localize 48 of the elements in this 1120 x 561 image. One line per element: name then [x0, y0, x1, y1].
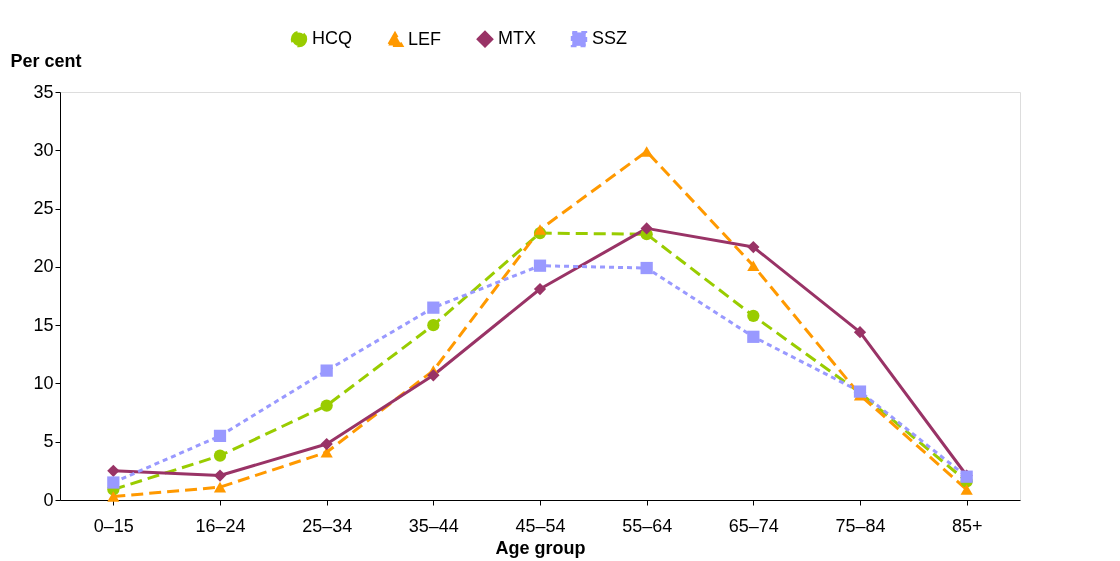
y-tick-label: 15 [33, 314, 54, 335]
point [640, 261, 653, 275]
point [320, 399, 333, 412]
point [427, 319, 440, 332]
x-tick-label: 65–74 [728, 515, 779, 536]
point [213, 449, 227, 462]
point [533, 259, 547, 272]
point [107, 491, 120, 502]
y-tick-label: 5 [43, 431, 54, 452]
point [747, 309, 760, 322]
point [533, 282, 547, 296]
legend-label: MTX [498, 28, 536, 49]
point [640, 222, 653, 235]
x-tick-label: 55–64 [622, 515, 673, 536]
x-tick-label: 35–44 [408, 515, 459, 536]
y-tick-label: 20 [33, 256, 54, 277]
legend-label: HCQ [312, 28, 352, 49]
point [320, 437, 333, 451]
y-tick-label: 30 [33, 139, 54, 160]
x-tick-label: 16–24 [195, 515, 246, 536]
y-tick-label: 0 [43, 489, 54, 510]
point [427, 301, 440, 314]
x-tick-label: 0–15 [93, 515, 134, 536]
point [747, 330, 760, 343]
y-tick-label: 35 [33, 81, 54, 102]
point [107, 464, 120, 477]
point [853, 326, 867, 339]
point [747, 260, 760, 271]
point [960, 484, 973, 495]
point [533, 224, 547, 235]
point [320, 364, 333, 377]
x-tick-label: 45–54 [515, 515, 566, 536]
point [747, 240, 760, 254]
x-tick-label: 25–34 [302, 515, 353, 536]
point [640, 146, 653, 157]
y-axis-title: Per cent [10, 50, 82, 71]
x-tick-label: 75–84 [835, 515, 886, 536]
legend-label: LEF [408, 28, 442, 49]
y-tick-label: 25 [33, 198, 54, 219]
x-tick-label: 85+ [951, 515, 983, 536]
x-axis-title: Age group [495, 537, 586, 558]
point [213, 469, 227, 482]
point [213, 481, 227, 493]
legend-label: SSZ [592, 28, 628, 49]
point [213, 429, 227, 443]
point [427, 369, 440, 382]
y-tick-label: 10 [33, 372, 54, 393]
point [107, 476, 120, 489]
